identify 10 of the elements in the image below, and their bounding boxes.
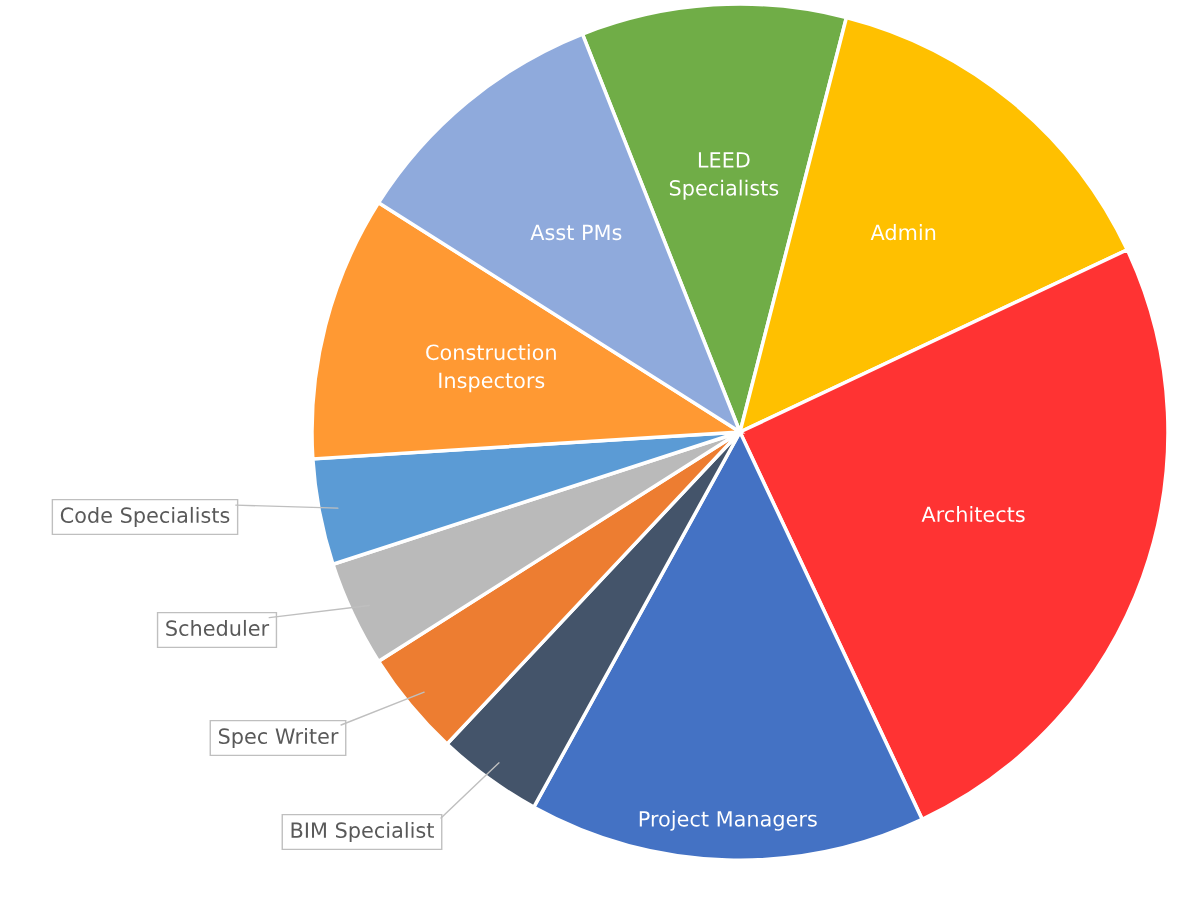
slice-label: BIM Specialist [291, 821, 434, 843]
slice-label: Spec Writer [218, 727, 339, 749]
slice-label: Architects [921, 506, 1025, 523]
slice-label: LEED Specialists [669, 152, 779, 200]
slice-label: Code Specialists [60, 506, 230, 528]
slice-label: Construction Inspectors [426, 344, 556, 393]
slice-label: Asst PMs [530, 224, 622, 241]
slice-label: Project Managers [639, 810, 817, 831]
slice-label: Admin [870, 224, 936, 241]
slice-label: Scheduler [166, 619, 270, 637]
